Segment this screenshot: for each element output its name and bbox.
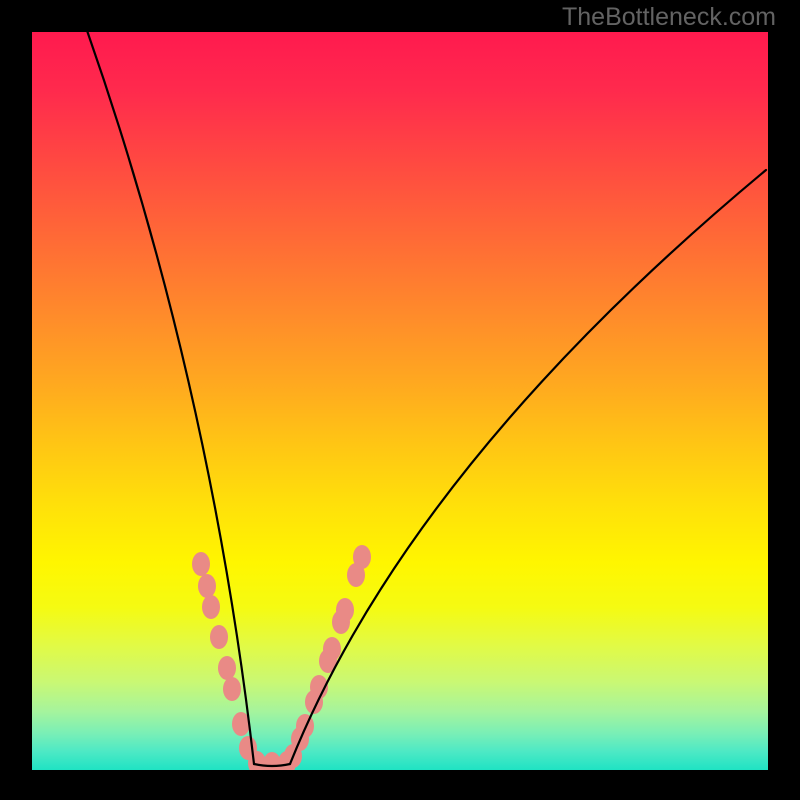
curve-left-branch [84,32,254,764]
curve-right-branch [290,170,766,764]
chart-stage: TheBottleneck.com [0,0,800,800]
curve-layer [32,32,768,770]
curve-trough [254,764,290,766]
plot-area [32,32,768,770]
watermark-text: TheBottleneck.com [562,3,776,32]
